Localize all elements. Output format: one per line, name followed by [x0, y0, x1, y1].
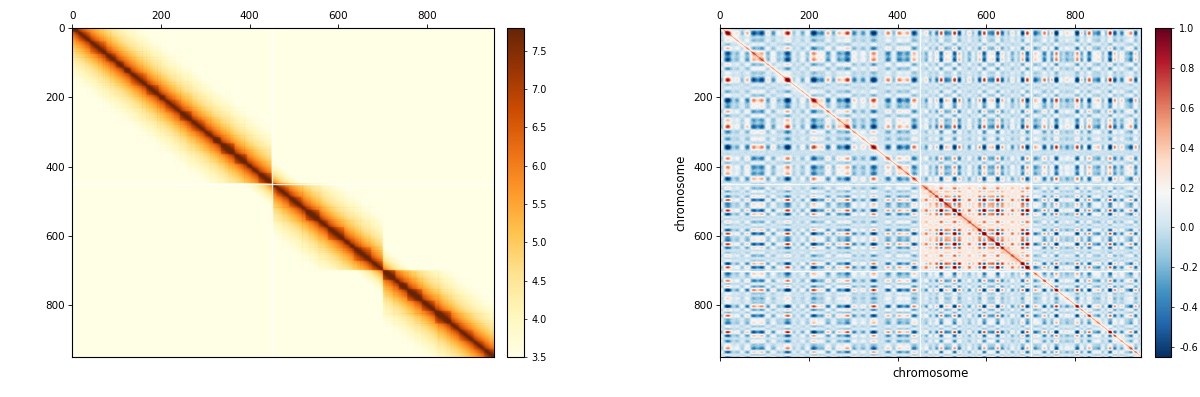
Y-axis label: chromosome: chromosome — [674, 154, 688, 231]
X-axis label: chromosome: chromosome — [893, 367, 968, 380]
